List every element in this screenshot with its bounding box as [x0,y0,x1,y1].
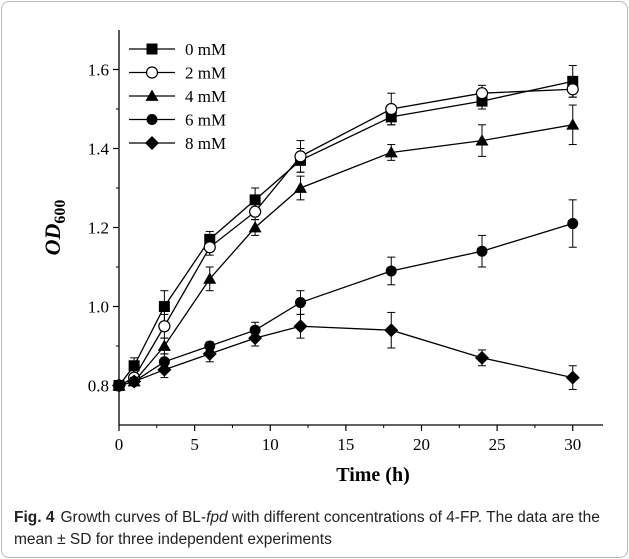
figure-caption: Fig. 4 Growth curves of BL-fpd with diffe… [14,507,619,551]
legend-entry-2: 4 mM [129,87,226,106]
x-tick-label-25: 25 [489,435,506,454]
y-tick-label-1.2: 1.2 [88,219,109,238]
y-axis-label-subscript: 600 [52,200,69,224]
x-tick-label-30: 30 [564,435,581,454]
figure-label: Fig. 4 [14,509,55,526]
data-point [157,339,171,351]
y-tick-label-0.8: 0.8 [88,377,109,396]
legend-label-1: 2 mM [185,64,226,83]
series-0 [113,65,579,391]
data-point [294,181,307,193]
y-tick-label-1.4: 1.4 [88,140,110,159]
data-point [128,360,140,372]
data-point [567,218,579,230]
data-point [158,320,171,333]
y-axis-label-main: OD [40,224,65,256]
data-point [385,265,397,277]
y-tick-label-1.6: 1.6 [88,61,109,80]
data-point [157,362,172,377]
data-point [384,323,399,338]
data-point [476,245,488,257]
series-1 [112,80,579,392]
data-point [249,194,261,206]
data-point [565,370,580,385]
data-point [158,301,170,312]
legend-marker [146,43,158,55]
data-point [202,346,217,361]
data-point [566,118,580,130]
caption-text-after: with different concentrations of 4-FP. T… [14,509,600,548]
legend-label-2: 4 mM [185,87,226,106]
y-axis-label: OD600 [40,200,69,256]
data-point [475,134,489,146]
y-tick-label-1.0: 1.0 [88,298,109,317]
series-4 [112,311,580,393]
data-point [248,331,263,346]
data-point [112,378,126,393]
series-3 [113,199,579,391]
data-point [249,205,262,218]
legend-label-3: 6 mM [185,111,226,130]
x-tick-label-10: 10 [262,435,279,454]
data-point [475,87,489,100]
x-axis-label: Time (h) [336,464,410,486]
legend-marker [146,114,158,125]
data-point [203,241,216,254]
legend-entry-0: 0 mM [129,40,226,59]
data-point [203,272,217,284]
series-line-4 [118,325,573,387]
legend-entry-4: 8 mM [129,134,226,153]
legend-marker [145,136,159,150]
data-point [293,319,308,334]
legend-entry-3: 6 mM [129,111,226,130]
legend-marker [145,89,159,101]
legend-label-0: 0 mM [185,40,226,59]
data-point [385,102,398,116]
data-point [295,297,306,309]
legend-marker [145,66,159,79]
caption-gene-name: fpd [206,509,228,526]
data-point [384,145,398,158]
legend-entry-1: 2 mM [129,64,226,83]
data-point [248,221,262,233]
series-2 [112,104,580,391]
legend-label-4: 8 mM [185,134,226,153]
x-tick-label-15: 15 [337,435,354,454]
data-point [475,350,489,365]
x-tick-label-20: 20 [413,435,430,454]
data-point [127,374,142,389]
caption-text-before: Growth curves of BL- [60,509,207,526]
data-point [566,83,579,96]
x-tick-label-5: 5 [190,435,199,454]
x-tick-label-0: 0 [115,435,124,454]
growth-curve-chart: 0 5 10 15 20 25 30 0.8 1.0 1.2 1.4 1.6 Time (h) OD600… [40,30,603,486]
series-line-2 [118,124,573,387]
data-point [294,150,307,163]
